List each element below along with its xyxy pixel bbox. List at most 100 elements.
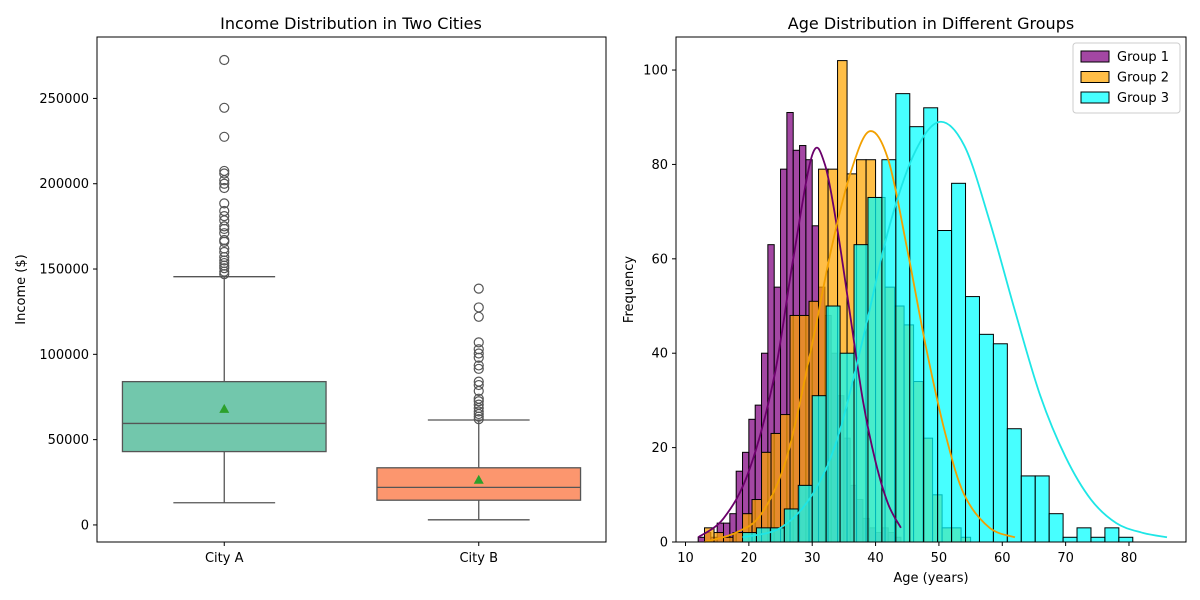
income-boxplot-panel: Income Distribution in Two Cities Income… <box>14 14 607 566</box>
histogram-bar <box>965 296 980 543</box>
histogram-kde-lines <box>697 120 1168 543</box>
histogram-bar <box>867 196 883 543</box>
histogram-bar <box>1104 527 1120 543</box>
histogram-bar <box>951 182 967 543</box>
box-outlier-point <box>473 396 484 407</box>
box-outlier-point <box>473 399 484 410</box>
histogram-kde-line-group-3 <box>742 120 1168 539</box>
age-histogram-panel: Age Distribution in Different Groups Age… <box>622 14 1187 586</box>
histogram-y-tick-label: 100 <box>643 64 668 79</box>
histogram-bar <box>1118 536 1134 543</box>
box-outlier-point <box>219 182 230 194</box>
boxplot-y-ticks: 0 50000 100000 150000 200000 250000 <box>39 92 97 533</box>
box-outlier-point <box>473 302 484 313</box>
histogram-kde-line-group-2 <box>704 130 1016 543</box>
histogram-bar <box>978 333 994 543</box>
box-outlier-point <box>473 393 484 404</box>
box-outlier-point <box>473 363 484 374</box>
box-outlier-point <box>219 234 230 246</box>
histogram-bar <box>1076 527 1092 543</box>
histogram-title: Age Distribution in Different Groups <box>788 14 1074 33</box>
box-outlier-point <box>473 360 484 371</box>
histogram-bar <box>1006 428 1022 543</box>
legend-swatch <box>1080 50 1110 63</box>
box-outlier-point <box>219 165 230 177</box>
boxplot-y-tick-label: 200000 <box>39 177 89 192</box>
histogram-x-tick-label: 80 <box>1121 551 1138 566</box>
legend-label: Group 1 <box>1117 50 1169 65</box>
box-outlier-point <box>473 414 484 425</box>
histogram-bar <box>937 230 953 543</box>
box-outlier-point <box>473 406 484 417</box>
box-outlier-point <box>473 337 484 348</box>
box-outlier-point <box>219 168 230 179</box>
box-outlier-point <box>219 211 230 222</box>
histogram-bar <box>909 126 925 543</box>
box-mean-marker <box>219 403 230 413</box>
histogram-bar <box>895 93 911 543</box>
histogram-bar <box>1020 475 1036 543</box>
histogram-axes-frame <box>675 36 1187 543</box>
box-outlier-point <box>219 131 230 142</box>
histogram-series-group-3 <box>742 93 1134 543</box>
histogram-bar <box>1048 513 1064 543</box>
histogram-x-tick-label: 30 <box>804 551 821 566</box>
boxplot-axes-frame <box>96 36 607 543</box>
histogram-bars <box>697 60 1134 543</box>
histogram-x-tick-label: 10 <box>677 551 694 566</box>
box-group-city-a <box>121 54 327 504</box>
histogram-kde-line-group-1 <box>697 146 902 539</box>
histogram-y-tick-label: 0 <box>660 536 668 551</box>
box-outlier-point <box>219 221 230 232</box>
histogram-bar <box>881 159 897 543</box>
histogram-x-tick-label: 70 <box>1057 551 1074 566</box>
box-outlier-point <box>473 344 484 355</box>
histogram-bar <box>825 305 841 543</box>
histogram-x-tick-label: 20 <box>741 551 758 566</box>
histogram-bar <box>697 536 706 543</box>
box-outlier-point <box>219 178 230 189</box>
boxplot-y-tick-label: 0 <box>81 518 89 533</box>
boxplot-marks <box>121 54 582 521</box>
box-outlier-point <box>219 198 230 209</box>
histogram-y-tick-label: 60 <box>651 252 668 267</box>
boxplot-title: Income Distribution in Two Cities <box>220 14 482 33</box>
boxplot-y-tick-label: 150000 <box>39 263 89 278</box>
histogram-legend: Group 1 Group 2 Group 3 <box>1072 42 1181 114</box>
histogram-x-axis-label: Age (years) <box>893 571 968 586</box>
histogram-y-axis-label: Frequency <box>622 256 637 323</box>
box-outlier-point <box>219 54 230 66</box>
box-outlier-point <box>219 228 230 239</box>
boxplot-x-tick-label: City B <box>459 551 498 566</box>
histogram-bar <box>797 484 813 543</box>
box-outlier-point <box>473 376 484 387</box>
histogram-bar <box>992 343 1008 543</box>
histogram-x-tick-label: 50 <box>931 551 948 566</box>
histogram-y-tick-label: 40 <box>651 347 668 362</box>
boxplot-y-axis-label: Income ($) <box>14 254 29 324</box>
box-outlier-point <box>219 205 230 217</box>
legend-label: Group 3 <box>1117 91 1169 106</box>
boxplot-x-tick-label: City A <box>205 551 244 566</box>
legend-swatch <box>1080 91 1110 104</box>
histogram-x-tick-label: 40 <box>867 551 884 566</box>
box-iqr-rect <box>376 467 582 501</box>
box-outlier-point <box>219 102 230 113</box>
histogram-y-tick-label: 80 <box>651 158 668 173</box>
boxplot-y-tick-label: 250000 <box>39 92 89 107</box>
histogram-bar <box>923 107 939 543</box>
box-outlier-point <box>473 283 484 294</box>
histogram-y-ticks: 0 20 40 60 80 100 <box>643 64 676 551</box>
legend-label: Group 2 <box>1117 71 1169 86</box>
box-outlier-point <box>219 257 230 269</box>
box-outlier-point <box>473 348 484 359</box>
box-group-city-b <box>376 283 582 521</box>
legend-swatch <box>1080 71 1110 83</box>
histogram-bar <box>811 395 827 543</box>
boxplot-y-tick-label: 50000 <box>48 433 89 448</box>
boxplot-y-tick-label: 100000 <box>39 348 89 363</box>
histogram-bar <box>1090 536 1106 543</box>
box-outlier-point <box>473 379 484 391</box>
histogram-bar <box>783 508 799 543</box>
